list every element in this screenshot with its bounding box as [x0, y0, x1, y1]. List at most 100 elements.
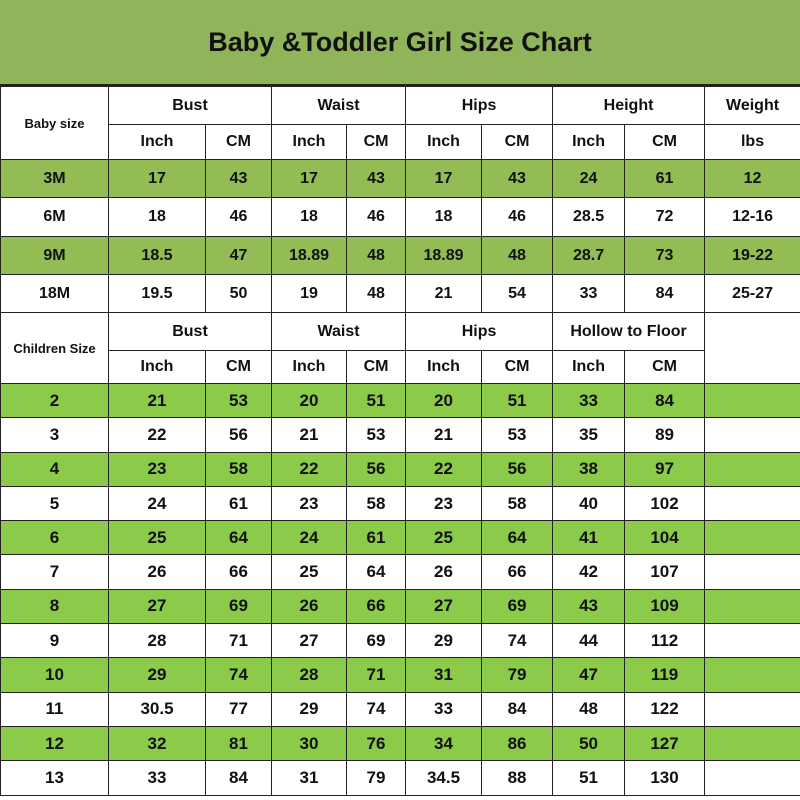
- size-cell: 10: [0, 657, 109, 693]
- value-cell: 43: [205, 159, 272, 198]
- table-row: 10 29 74 28 71 31 79 47 119: [0, 657, 800, 693]
- value-cell: 46: [205, 197, 272, 237]
- table-row: 2 21 53 20 51 20 51 33 84: [0, 382, 800, 419]
- value-cell: 56: [345, 451, 407, 487]
- table-row: 12 32 81 30 76 34 86 50 127: [0, 725, 800, 762]
- value-cell: 64: [345, 554, 407, 590]
- value-cell: 35: [552, 417, 626, 453]
- value-cell: 48: [345, 274, 407, 313]
- empty-cell: [704, 588, 800, 625]
- value-cell: 33: [405, 691, 483, 727]
- value-cell: 53: [481, 417, 554, 453]
- value-cell: 84: [481, 691, 554, 727]
- value-cell: 18.89: [271, 236, 347, 275]
- baby-size-header: Baby size: [0, 86, 109, 160]
- value-cell: 17: [108, 159, 206, 198]
- value-cell: 31: [271, 760, 347, 796]
- children-subheader-row: Inch CM Inch CM Inch CM Inch CM: [1, 350, 800, 384]
- size-cell: 3M: [0, 159, 109, 198]
- value-cell: 51: [481, 382, 554, 419]
- table-row: 7 26 66 25 64 26 66 42 107: [0, 554, 800, 590]
- value-cell: 22: [108, 417, 206, 453]
- value-cell: 84: [624, 274, 706, 313]
- table-row: 13 33 84 31 79 34.5 88 51 130: [0, 760, 800, 796]
- value-cell: 77: [205, 691, 272, 727]
- unit-header: CM: [345, 124, 407, 160]
- empty-cell: [704, 451, 800, 487]
- unit-header: Inch: [108, 124, 206, 160]
- value-cell: 76: [345, 725, 407, 762]
- unit-header: CM: [481, 350, 554, 384]
- empty-cell: [704, 725, 800, 762]
- value-cell: 74: [345, 691, 407, 727]
- value-cell: 79: [481, 657, 554, 693]
- value-cell: 44: [552, 623, 626, 659]
- value-cell: 84: [624, 382, 706, 419]
- value-cell: 69: [205, 588, 272, 625]
- group-header: Bust: [108, 312, 272, 351]
- value-cell: 84: [205, 760, 272, 796]
- value-cell: 69: [345, 623, 407, 659]
- unit-header: Inch: [552, 350, 626, 384]
- value-cell: 74: [205, 657, 272, 693]
- value-cell: 69: [481, 588, 554, 625]
- value-cell: 18: [405, 197, 483, 237]
- value-cell: 18.5: [108, 236, 206, 275]
- children-size-header: Children Size: [0, 312, 109, 384]
- value-cell: 23: [108, 451, 206, 487]
- value-cell: 74: [481, 623, 554, 659]
- value-cell: 66: [205, 554, 272, 590]
- unit-header: CM: [205, 350, 272, 384]
- value-cell: 18: [271, 197, 347, 237]
- value-cell: 18: [108, 197, 206, 237]
- size-cell: 3: [0, 417, 109, 453]
- table-row: 5 24 61 23 58 23 58 40 102: [0, 485, 800, 522]
- table-row: 9 28 71 27 69 29 74 44 112: [0, 623, 800, 659]
- size-cell: 2: [0, 382, 109, 419]
- table-row: 11 30.5 77 29 74 33 84 48 122: [0, 691, 800, 727]
- unit-header: Inch: [405, 124, 483, 160]
- value-cell: 102: [624, 485, 706, 522]
- value-cell: 12: [704, 159, 800, 198]
- value-cell: 51: [345, 382, 407, 419]
- value-cell: 41: [552, 520, 626, 556]
- unit-header: Inch: [271, 124, 347, 160]
- value-cell: 24: [552, 159, 626, 198]
- value-cell: 54: [481, 274, 554, 313]
- value-cell: 20: [405, 382, 483, 419]
- baby-subheader-row: Inch CM Inch CM Inch CM Inch CM lbs: [1, 124, 800, 160]
- value-cell: 21: [405, 417, 483, 453]
- size-chart-table: Baby size Bust Waist Hips Height Weight Inch CM…: [0, 86, 800, 796]
- value-cell: 40: [552, 485, 626, 522]
- value-cell: 107: [624, 554, 706, 590]
- value-cell: 97: [624, 451, 706, 487]
- value-cell: 26: [405, 554, 483, 590]
- value-cell: 42: [552, 554, 626, 590]
- value-cell: 33: [552, 274, 626, 313]
- unit-header: Inch: [405, 350, 483, 384]
- value-cell: 25: [108, 520, 206, 556]
- value-cell: 25: [271, 554, 347, 590]
- value-cell: 47: [552, 657, 626, 693]
- size-cell: 11: [0, 691, 109, 727]
- empty-cell: [704, 657, 800, 693]
- empty-cell: [704, 520, 800, 556]
- value-cell: 48: [481, 236, 554, 275]
- value-cell: 109: [624, 588, 706, 625]
- value-cell: 32: [108, 725, 206, 762]
- value-cell: 46: [345, 197, 407, 237]
- value-cell: 48: [552, 691, 626, 727]
- table-row: 4 23 58 22 56 22 56 38 97: [0, 451, 800, 487]
- value-cell: 34.5: [405, 760, 483, 796]
- value-cell: 17: [271, 159, 347, 198]
- size-cell: 4: [0, 451, 109, 487]
- value-cell: 28: [271, 657, 347, 693]
- value-cell: 122: [624, 691, 706, 727]
- value-cell: 112: [624, 623, 706, 659]
- group-header: Bust: [108, 86, 272, 125]
- table-row: 9M 18.5 47 18.89 48 18.89 48 28.7 73 19-22: [0, 236, 800, 275]
- value-cell: 33: [108, 760, 206, 796]
- unit-header: CM: [624, 124, 706, 160]
- value-cell: 64: [205, 520, 272, 556]
- value-cell: 21: [271, 417, 347, 453]
